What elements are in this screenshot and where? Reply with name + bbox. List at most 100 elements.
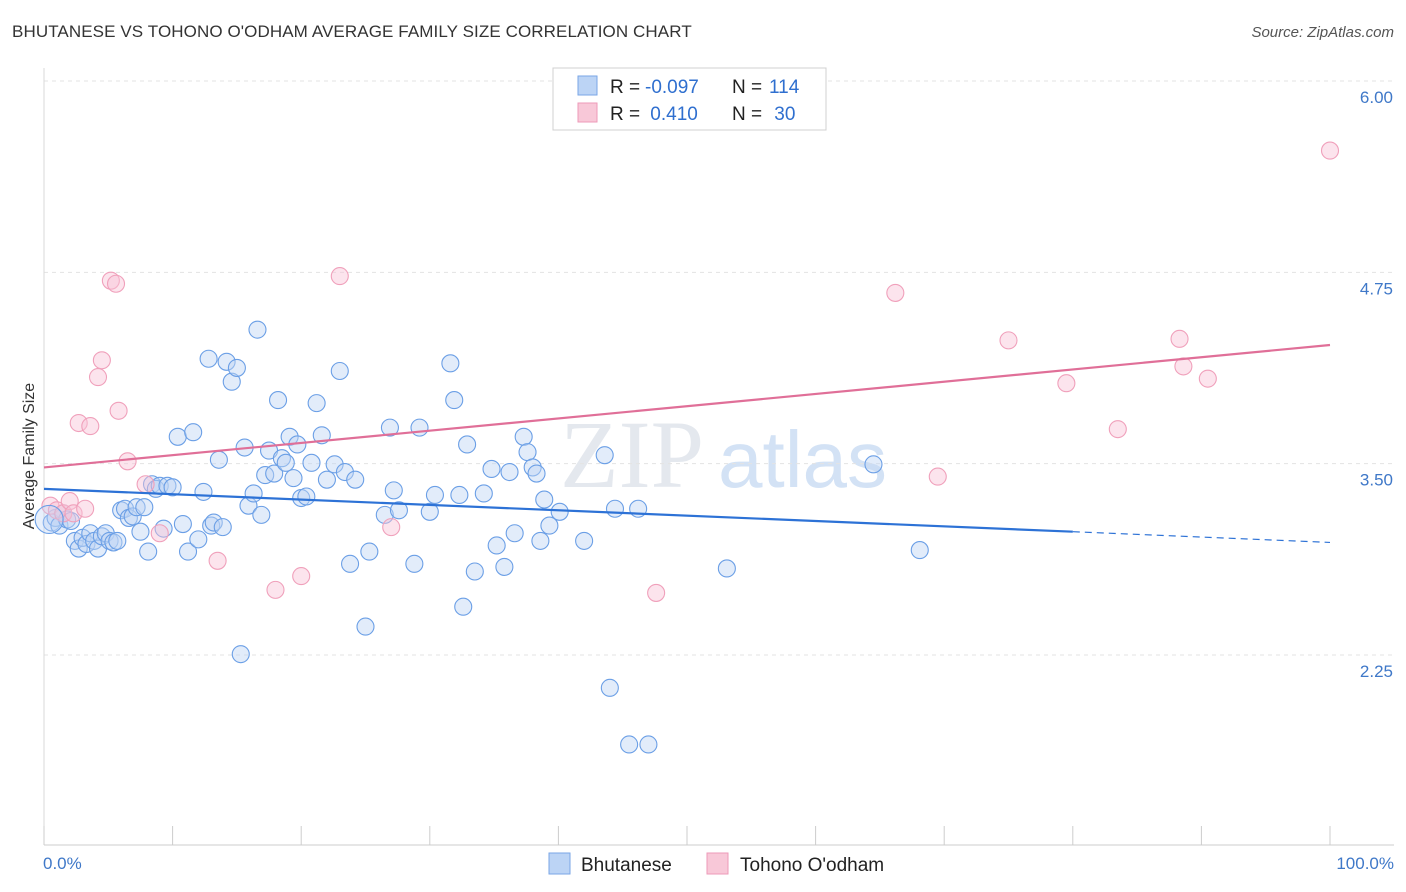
bottom-legend-swatch-tohono (706, 852, 729, 875)
source-label: Source: ZipAtlas.com (1251, 24, 1394, 41)
legend-n-label-1: N = (732, 77, 762, 98)
bhutanese-trend-line (43, 487, 1073, 533)
bhutanese-point-103 (595, 446, 614, 465)
bhutanese-point-17 (108, 531, 127, 550)
bhutanese-point-44 (222, 372, 241, 391)
bhutanese-point-102 (575, 531, 594, 550)
legend-n-label-2: N = (732, 104, 762, 125)
bhutanese-point-67 (325, 455, 344, 474)
bhutanese-point-111 (910, 541, 929, 560)
bhutanese-point-95 (518, 443, 537, 462)
bhutanese-point-92 (500, 462, 519, 482)
bottom-legend-label-bhutanese: Bhutanese (581, 855, 672, 876)
tohono-point-20 (382, 518, 401, 537)
legend-swatch-bhutanese (577, 75, 598, 96)
tohono-point-12 (109, 401, 128, 420)
tohono-point-4 (64, 504, 83, 523)
bhutanese-point-59 (284, 469, 303, 488)
tohono-point-9 (92, 351, 111, 370)
y-axis-label: Average Family Size (21, 383, 38, 530)
bhutanese-point-104 (600, 678, 619, 697)
bhutanese-point-62 (297, 487, 316, 506)
bhutanese-point-39 (202, 516, 221, 535)
x-axis-ticks (43, 826, 1331, 845)
data-points (34, 141, 1340, 754)
bhutanese-point-33 (173, 515, 192, 534)
legend-r-label-1: R = (610, 77, 640, 98)
tohono-point-18 (292, 567, 311, 586)
bhutanese-point-40 (204, 513, 223, 532)
bhutanese-point-55 (269, 391, 288, 410)
bhutanese-point-37 (194, 482, 213, 501)
bhutanese-point-70 (341, 554, 360, 573)
chart-title: BHUTANESE VS TOHONO O'ODHAM AVERAGE FAMI… (12, 22, 692, 41)
bhutanese-point-41 (209, 450, 228, 469)
bhutanese-point-68 (330, 361, 349, 381)
bhutanese-point-71 (346, 470, 365, 489)
bhutanese-point-94 (514, 427, 533, 446)
bhutanese-point-89 (482, 459, 501, 479)
tohono-point-26 (1108, 420, 1127, 439)
bhutanese-point-49 (244, 484, 263, 503)
bhutanese-point-69 (335, 462, 354, 482)
bhutanese-point-79 (410, 418, 429, 437)
bhutanese-point-57 (276, 453, 295, 472)
bhutanese-point-85 (454, 597, 473, 616)
tohono-point-5 (69, 413, 88, 433)
legend-r-value-2: 0.410 (645, 104, 698, 125)
legend-r-label-2: R = (610, 104, 640, 125)
y-tick-label-2: 4.75 (1360, 279, 1393, 298)
bhutanese-point-58 (280, 427, 299, 446)
tohono-point-25 (1057, 374, 1076, 393)
bhutanese-point-88 (474, 484, 493, 503)
bhutanese-point-23 (131, 522, 150, 541)
tohono-point-17 (266, 580, 285, 599)
bhutanese-point-81 (425, 485, 444, 505)
tohono-point-7 (81, 417, 100, 436)
bhutanese-point-38 (199, 349, 218, 368)
tohono-point-8 (88, 368, 108, 387)
bhutanese-point-43 (217, 352, 236, 371)
bhutanese-point-31 (163, 478, 182, 497)
bottom-legend-label-tohono: Tohono O'odham (740, 855, 884, 876)
trend-lines (43, 343, 1331, 544)
bottom-legend-swatch-bhutanese (548, 852, 571, 875)
bhutanese-point-73 (360, 542, 379, 561)
bhutanese-point-24 (135, 498, 154, 517)
bhutanese-point-87 (465, 562, 484, 581)
bhutanese-point-72 (356, 617, 375, 636)
bhutanese-point-35 (184, 423, 203, 442)
legend-box (552, 67, 827, 131)
bhutanese-point-32 (168, 427, 187, 446)
bhutanese-point-84 (450, 485, 469, 505)
bhutanese-point-76 (384, 481, 403, 500)
bhutanese-point-80 (420, 502, 439, 521)
x-tick-label-min: 0.0% (43, 854, 82, 873)
bhutanese-point-78 (405, 554, 424, 573)
bhutanese-point-22 (127, 498, 146, 517)
bhutanese-point-52 (256, 466, 275, 485)
bhutanese-point-45 (227, 358, 246, 377)
y-tick-label-1: 3.50 (1360, 471, 1393, 490)
bhutanese-point-46 (231, 645, 250, 664)
bhutanese-point-110 (864, 455, 883, 474)
bhutanese-point-36 (189, 530, 208, 549)
series-legend: Bhutanese Tohono O'odham (548, 852, 884, 876)
bhutanese-point-108 (639, 735, 658, 754)
tohono-point-10 (101, 271, 120, 290)
y-tick-labels: 2.25 3.50 4.75 6.00 (1360, 88, 1393, 681)
tohono-point-6 (76, 499, 95, 518)
bhutanese-point-34 (178, 542, 198, 561)
bhutanese-point-75 (380, 418, 399, 437)
tohono-point-22 (886, 283, 905, 302)
tohono-point-29 (1198, 369, 1217, 388)
correlation-legend: R = -0.097 N = 114 R = 0.410 N = 30 (552, 67, 827, 131)
tohono-trend-line (43, 343, 1331, 469)
legend-swatch-tohono (577, 102, 598, 123)
bhutanese-point-54 (265, 464, 284, 483)
bhutanese-point-109 (717, 559, 736, 578)
tohono-point-16 (208, 551, 227, 570)
bhutanese-point-101 (550, 502, 569, 521)
bhutanese-point-83 (445, 391, 464, 410)
